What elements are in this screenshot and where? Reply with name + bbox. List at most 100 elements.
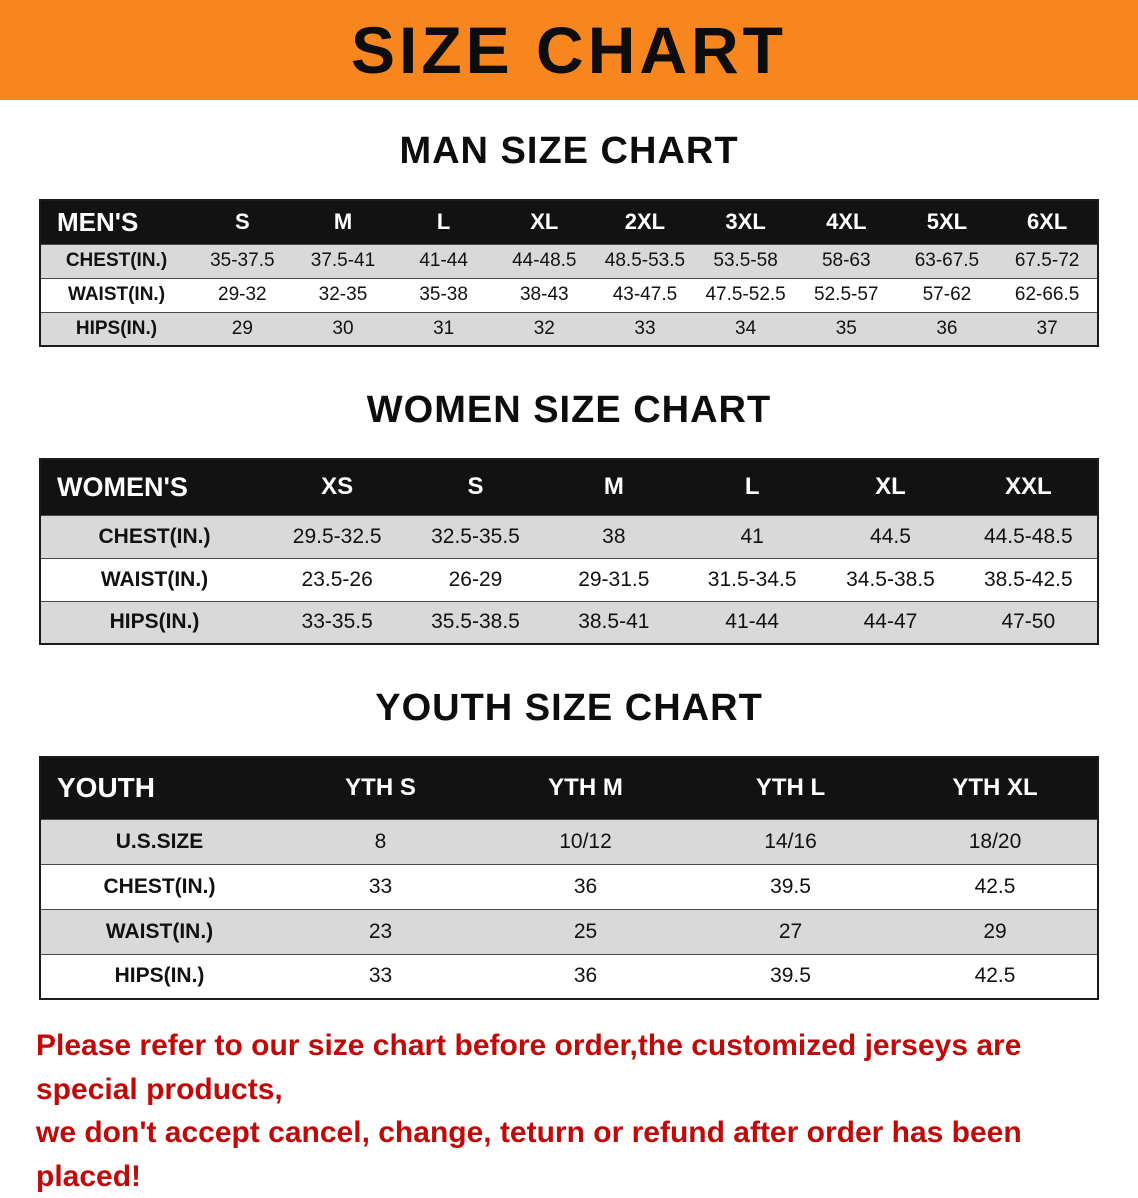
table-cell: 31 <box>393 311 494 346</box>
women-section-heading: WOMEN SIZE CHART <box>366 389 772 431</box>
table-cell: 27 <box>688 908 893 954</box>
men-size-table: MEN'S S M L XL 2XL 3XL 4XL 5XL 6XL CHEST(IN.) 35-37… <box>39 199 1099 347</box>
column-header: YTH S <box>278 757 483 819</box>
youth-size-section: YOUTH SIZE CHART YOUTH YTH S YTH M YTH L YTH… <box>0 687 1138 1000</box>
table-cell: 32-35 <box>292 277 394 312</box>
men-size-section: MAN SIZE CHART MEN'S S M L XL 2XL 3XL 4XL 5XL 6XL… <box>0 130 1138 347</box>
table-cell: 41-44 <box>393 243 494 278</box>
row-label: HIPS(IN.) <box>40 953 278 999</box>
table-cell: 26-29 <box>406 557 545 601</box>
table-cell: 53.5-58 <box>695 243 796 278</box>
column-header: YTH L <box>688 757 893 819</box>
table-cell: 41-44 <box>682 600 822 644</box>
youth-section-heading: YOUTH SIZE CHART <box>375 687 763 729</box>
table-cell: 29 <box>893 908 1098 954</box>
table-cell: 37 <box>997 311 1098 346</box>
table-cell: 47.5-52.5 <box>695 277 796 312</box>
notice-line-1: Please refer to our size chart before or… <box>36 1029 1022 1106</box>
banner: SIZE CHART <box>0 0 1138 100</box>
column-header: XS <box>268 459 407 515</box>
row-label: U.S.SIZE <box>40 818 278 864</box>
table-cell: 34 <box>695 311 796 346</box>
table-cell: 32.5-35.5 <box>406 514 545 558</box>
row-label: CHEST(IN.) <box>40 863 278 909</box>
column-header: XL <box>821 459 960 515</box>
table-row: HIPS(IN.) 33-35.5 35.5-38.5 38.5-41 41-44 44-… <box>40 600 1098 644</box>
women-size-table: WOMEN'S XS S M L XL XXL CHEST(IN.) 29.5-32.5 32.5… <box>39 458 1099 645</box>
table-cell: 44.5 <box>821 514 960 558</box>
table-cell: 33-35.5 <box>268 600 407 644</box>
table-row: HIPS(IN.) 33 36 39.5 42.5 <box>40 953 1098 999</box>
table-cell: 25 <box>483 908 688 954</box>
column-header: 3XL <box>695 200 796 244</box>
row-label: HIPS(IN.) <box>40 311 192 346</box>
table-cell: 23.5-26 <box>268 557 407 601</box>
table-header-row: MEN'S S M L XL 2XL 3XL 4XL 5XL 6XL <box>40 200 1098 244</box>
row-label: WAIST(IN.) <box>40 277 192 312</box>
table-cell: 67.5-72 <box>997 243 1098 278</box>
column-header: S <box>406 459 545 515</box>
column-header: M <box>292 200 394 244</box>
page-title: SIZE CHART <box>351 13 787 87</box>
column-header: XL <box>493 200 595 244</box>
column-header: YTH XL <box>893 757 1098 819</box>
table-row: U.S.SIZE 8 10/12 14/16 18/20 <box>40 818 1098 864</box>
table-cell: 32 <box>493 311 595 346</box>
table-cell: 36 <box>483 953 688 999</box>
table-cell: 29-32 <box>192 277 293 312</box>
table-cell: 35 <box>795 311 897 346</box>
table-cell: 47-50 <box>959 600 1098 644</box>
footer-notice: Please refer to our size chart before or… <box>0 1024 1138 1198</box>
table-row: HIPS(IN.) 29 30 31 32 33 34 35 36 37 <box>40 311 1098 346</box>
table-cell: 10/12 <box>483 818 688 864</box>
row-label: HIPS(IN.) <box>40 600 268 644</box>
row-label: CHEST(IN.) <box>40 514 268 558</box>
table-cell: 23 <box>278 908 483 954</box>
column-header: XXL <box>959 459 1098 515</box>
column-header: L <box>393 200 494 244</box>
column-header: S <box>192 200 293 244</box>
table-row: CHEST(IN.) 35-37.5 37.5-41 41-44 44-48.5 48.5… <box>40 243 1098 278</box>
column-header: 6XL <box>997 200 1098 244</box>
table-cell: 38.5-42.5 <box>959 557 1098 601</box>
table-cell: 35-37.5 <box>192 243 293 278</box>
table-cell: 18/20 <box>893 818 1098 864</box>
table-row: WAIST(IN.) 23 25 27 29 <box>40 908 1098 954</box>
table-cell: 33 <box>278 953 483 999</box>
table-cell: 35.5-38.5 <box>406 600 545 644</box>
table-cell: 29 <box>192 311 293 346</box>
men-section-heading: MAN SIZE CHART <box>399 130 739 172</box>
table-cell: 43-47.5 <box>594 277 696 312</box>
table-cell: 29.5-32.5 <box>268 514 407 558</box>
column-header: YTH M <box>483 757 688 819</box>
youth-size-table: YOUTH YTH S YTH M YTH L YTH XL U.S.SIZE 8 10/12… <box>39 756 1099 1000</box>
table-cell: 63-67.5 <box>896 243 998 278</box>
table-cell: 36 <box>483 863 688 909</box>
notice-line-2: we don't accept cancel, change, teturn o… <box>36 1116 1022 1193</box>
table-cell: 38.5-41 <box>544 600 683 644</box>
table-cell: 36 <box>896 311 998 346</box>
table-corner-label: YOUTH <box>40 757 278 819</box>
table-cell: 39.5 <box>688 863 893 909</box>
table-cell: 39.5 <box>688 953 893 999</box>
table-row: WAIST(IN.) 29-32 32-35 35-38 38-43 43-47.5 47.… <box>40 277 1098 312</box>
column-header: 4XL <box>795 200 897 244</box>
table-header-row: YOUTH YTH S YTH M YTH L YTH XL <box>40 757 1098 819</box>
table-cell: 41 <box>682 514 822 558</box>
table-cell: 33 <box>594 311 696 346</box>
column-header: M <box>544 459 683 515</box>
row-label: WAIST(IN.) <box>40 557 268 601</box>
table-cell: 42.5 <box>893 953 1098 999</box>
table-cell: 62-66.5 <box>997 277 1098 312</box>
table-cell: 37.5-41 <box>292 243 394 278</box>
column-header: L <box>682 459 822 515</box>
table-cell: 35-38 <box>393 277 494 312</box>
table-cell: 44.5-48.5 <box>959 514 1098 558</box>
table-cell: 42.5 <box>893 863 1098 909</box>
table-cell: 52.5-57 <box>795 277 897 312</box>
column-header: 5XL <box>896 200 998 244</box>
table-cell: 34.5-38.5 <box>821 557 960 601</box>
table-header-row: WOMEN'S XS S M L XL XXL <box>40 459 1098 515</box>
table-cell: 38 <box>544 514 683 558</box>
